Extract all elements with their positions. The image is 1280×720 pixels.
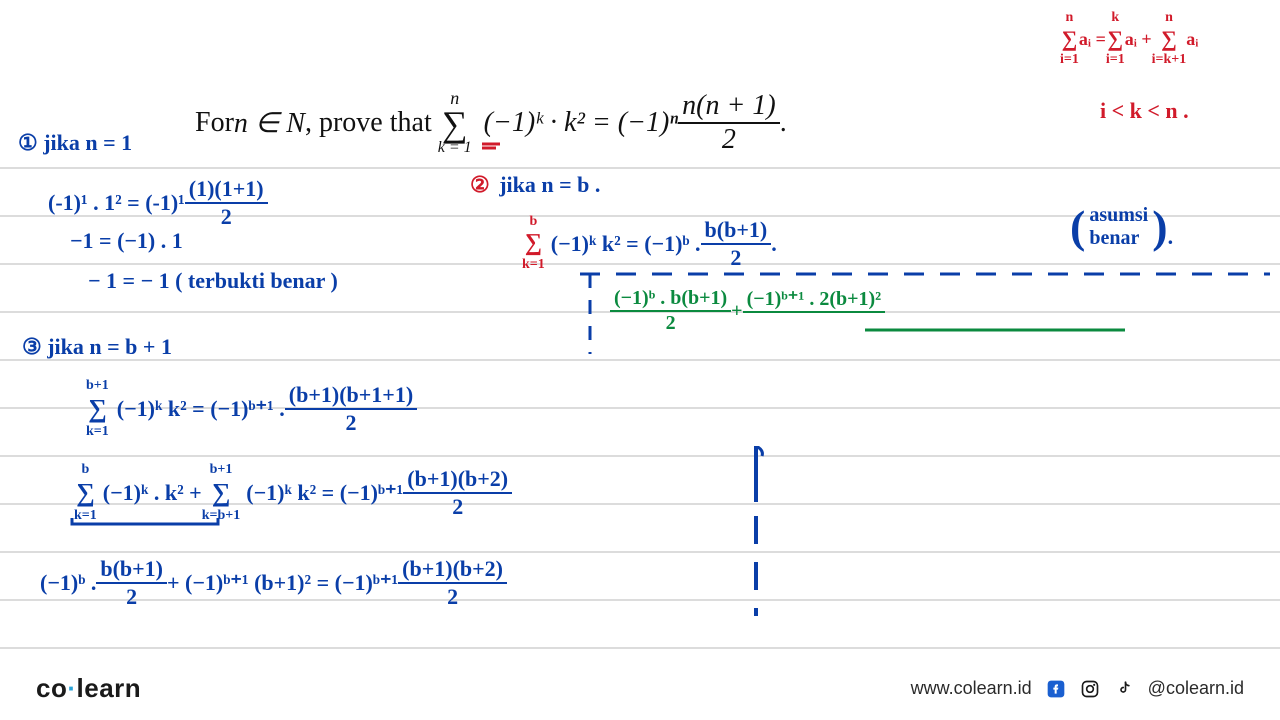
red-underline-icon bbox=[482, 142, 506, 150]
step3-label: ③ jika n = b + 1 bbox=[22, 334, 172, 360]
side-note-line2: i < k < n . bbox=[1100, 98, 1189, 124]
problem-ninN: n ∈ N bbox=[234, 106, 305, 140]
problem-frac-num: n(n + 1) bbox=[678, 90, 780, 124]
brand-right: learn bbox=[77, 673, 142, 703]
step1-label: ① jika n = 1 bbox=[18, 130, 132, 156]
step3-line1: b+1 ∑ k=1 (−1)ᵏ k² = (−1)ᵇ⁺¹ . (b+1)(b+1… bbox=[86, 378, 417, 440]
footer-url: www.colearn.id bbox=[911, 678, 1032, 699]
facebook-icon bbox=[1046, 679, 1066, 699]
dashed-separator-icon bbox=[580, 270, 1270, 280]
sum-body: (−1)ᵏ · k² = (−1)ⁿ bbox=[484, 107, 679, 139]
green-underline-icon bbox=[865, 328, 1125, 334]
step1-line2: −1 = (−1) . 1 bbox=[70, 228, 183, 254]
problem-prove: , prove that bbox=[305, 107, 432, 139]
step2-line2: (−1)ᵇ . b(b+1) 2 + (−1)ᵇ⁺¹ . 2(b+1)² bbox=[610, 286, 885, 336]
step1-line3: − 1 = − 1 ( terbukti benar ) bbox=[88, 268, 338, 294]
brand-dot-icon: · bbox=[67, 673, 76, 703]
brand-left: co bbox=[36, 673, 67, 703]
step2-line1: b ∑ k=1 (−1)ᵏ k² = (−1)ᵇ . b(b+1) 2 . bbox=[522, 214, 777, 273]
dashed-vertical-icon bbox=[586, 274, 596, 354]
step2-label: ② jika n = b . bbox=[470, 172, 600, 198]
brand-logo: co·learn bbox=[36, 673, 141, 704]
instagram-icon bbox=[1080, 679, 1100, 699]
sum-lower: k = 1 bbox=[438, 139, 472, 157]
problem-prefix: For bbox=[195, 107, 234, 139]
step3-line2: b ∑ k=1 (−1)ᵏ . k² + b+1 ∑ k=b+1 (−1)ᵏ k… bbox=[74, 462, 512, 524]
problem-frac-den: 2 bbox=[678, 124, 780, 156]
right-bracket-icon bbox=[750, 446, 764, 616]
side-note: n ∑ i=1 aᵢ = k ∑ i=1 aᵢ + n ∑ i=k+1 aᵢ bbox=[1060, 10, 1199, 68]
sum-symbol: ∑ bbox=[442, 109, 468, 139]
step1-line1: (-1)¹ . 1² = (-1)¹ (1)(1+1) 2 bbox=[48, 176, 268, 230]
tiktok-icon bbox=[1114, 679, 1134, 699]
step3-line3: (−1)ᵇ . b(b+1) 2 + (−1)ᵇ⁺¹ (b+1)² = (−1)… bbox=[40, 556, 507, 610]
problem-period: . bbox=[780, 107, 787, 139]
footer-handle: @colearn.id bbox=[1148, 678, 1244, 699]
assume-note: ( asumsi benar ). bbox=[1070, 204, 1173, 250]
footer: co·learn www.colearn.id @colearn.id bbox=[0, 673, 1280, 704]
underbrace-icon bbox=[70, 516, 220, 532]
